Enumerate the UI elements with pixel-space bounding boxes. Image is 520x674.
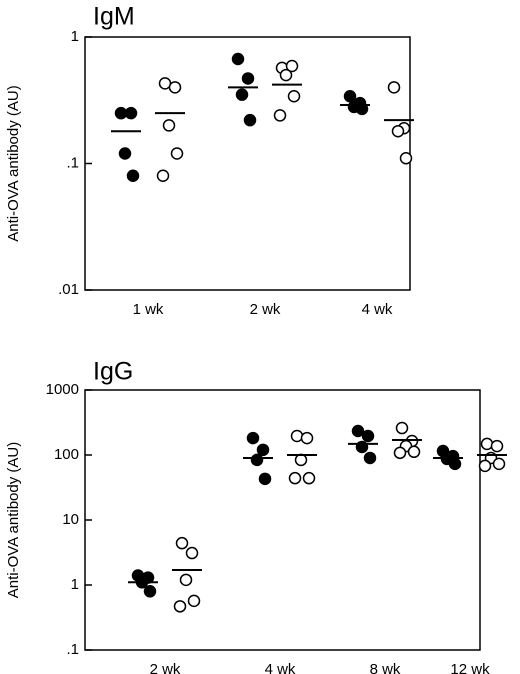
data-point bbox=[287, 90, 301, 103]
y-tick-label: .1 bbox=[66, 154, 79, 171]
data-point bbox=[288, 471, 302, 485]
data-point bbox=[279, 68, 293, 82]
plot-frame bbox=[84, 389, 481, 651]
data-point bbox=[126, 169, 140, 183]
data-point bbox=[168, 81, 182, 94]
data-point bbox=[118, 147, 132, 160]
data-point bbox=[343, 90, 357, 103]
data-point bbox=[246, 431, 260, 445]
data-point bbox=[124, 106, 138, 120]
data-point bbox=[170, 147, 184, 160]
data-point bbox=[363, 451, 377, 465]
data-point bbox=[300, 431, 314, 445]
data-point bbox=[143, 585, 157, 598]
data-point bbox=[273, 109, 287, 122]
y-tick-label: 100 bbox=[54, 446, 79, 463]
data-point bbox=[179, 573, 193, 587]
data-point bbox=[448, 457, 462, 471]
x-tick-label: 2 wk bbox=[250, 301, 281, 318]
y-tick-label: 1 bbox=[71, 28, 79, 45]
data-point bbox=[175, 536, 189, 550]
data-point bbox=[162, 119, 176, 132]
data-point bbox=[480, 437, 494, 451]
data-point bbox=[290, 429, 304, 443]
y-tick-label: 1 bbox=[71, 576, 79, 593]
data-point bbox=[492, 457, 506, 471]
x-tick-label: 1 wk bbox=[133, 301, 164, 318]
data-point bbox=[399, 152, 413, 165]
x-tick-label: 12 wk bbox=[450, 661, 490, 674]
y-axis-label: Anti-OVA antibody (AU) bbox=[5, 85, 22, 241]
data-point bbox=[490, 439, 504, 453]
data-point bbox=[355, 102, 369, 116]
y-tick-label: .1 bbox=[66, 641, 79, 658]
data-point bbox=[185, 546, 199, 560]
y-axis-label: Anti-OVA antibody (AU) bbox=[5, 442, 22, 598]
chart-title: IgM bbox=[93, 3, 135, 31]
y-tick-label: .01 bbox=[58, 281, 79, 298]
x-tick-label: 8 wk bbox=[370, 661, 401, 674]
data-point bbox=[361, 429, 375, 443]
data-point bbox=[243, 113, 257, 127]
data-point bbox=[156, 169, 170, 183]
data-point bbox=[294, 453, 308, 467]
y-tick-label: 1000 bbox=[46, 381, 79, 398]
data-point bbox=[478, 459, 492, 473]
chart-title: IgG bbox=[93, 358, 133, 386]
data-point bbox=[393, 446, 407, 460]
data-point bbox=[258, 472, 272, 486]
data-point bbox=[256, 443, 270, 457]
data-point bbox=[241, 72, 255, 85]
x-tick-label: 4 wk bbox=[265, 661, 296, 674]
data-point bbox=[235, 88, 249, 101]
data-point bbox=[391, 124, 405, 138]
data-point bbox=[302, 471, 316, 485]
data-point bbox=[351, 424, 365, 438]
data-point bbox=[395, 421, 409, 435]
y-tick-label: 10 bbox=[62, 511, 79, 528]
data-point bbox=[173, 600, 187, 613]
x-tick-label: 4 wk bbox=[362, 301, 393, 318]
data-point bbox=[387, 81, 401, 94]
data-point bbox=[407, 445, 421, 459]
data-point bbox=[285, 59, 299, 73]
data-point bbox=[250, 453, 264, 467]
x-tick-label: 2 wk bbox=[150, 661, 181, 674]
data-point bbox=[187, 594, 201, 608]
data-point bbox=[231, 52, 245, 66]
